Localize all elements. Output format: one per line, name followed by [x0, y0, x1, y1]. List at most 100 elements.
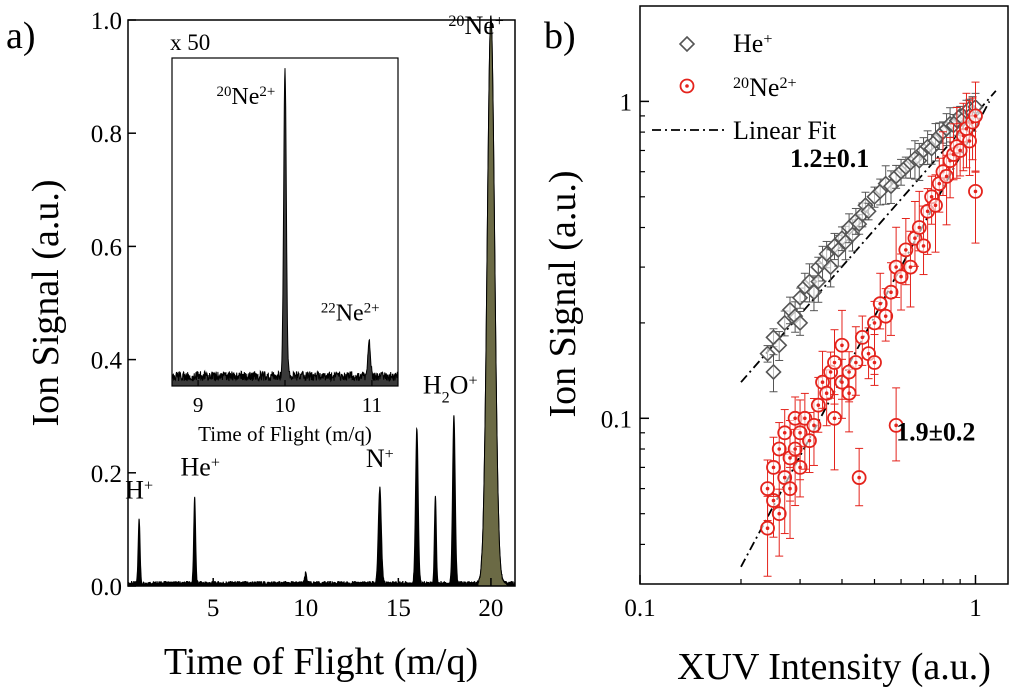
legend-label-he: He+: [733, 29, 772, 58]
data-point: [822, 258, 839, 276]
data-point-center: [894, 423, 898, 428]
panel-b-legend: He+ 20Ne2+ Linear Fit: [652, 29, 837, 145]
panel-a-label: a): [6, 15, 36, 57]
panel-b-plot-area: [740, 81, 997, 577]
data-point-center: [921, 244, 926, 248]
data-point-center: [812, 423, 816, 428]
data-point-center: [894, 265, 898, 269]
panel-b-x-axis-label: XUV Intensity (a.u.): [677, 646, 991, 688]
data-point-center: [765, 526, 770, 530]
panel-a-x-axis: 5 10 15 20: [207, 578, 503, 622]
data-point: [759, 345, 776, 362]
data-point-center: [937, 181, 942, 186]
y-tick-label: 1: [620, 89, 633, 116]
data-point-center: [933, 203, 938, 208]
data-point-center: [973, 114, 978, 118]
y-tick-label: 0.1: [601, 406, 632, 433]
x-tick-label: 0.1: [624, 595, 655, 622]
panel-a-frame: [127, 19, 516, 587]
legend-label-fit: Linear Fit: [733, 116, 837, 145]
x-tick-label: 1: [969, 595, 982, 622]
panel-a-y-axis-label: Ion Signal (a.u.): [25, 180, 67, 427]
linear-fit-line: [740, 90, 997, 383]
data-point-center: [904, 248, 908, 252]
panel-a-x-axis-label: Time of Flight (m/q): [164, 641, 478, 683]
panel-a-plot-area: [127, 15, 516, 587]
data-point: [851, 215, 868, 233]
data-point-center: [925, 209, 930, 214]
inset-plot-area: [171, 68, 399, 387]
data-point-center: [889, 290, 893, 294]
data-point-center: [964, 126, 969, 131]
data-point-center: [847, 370, 851, 374]
y-tick-label: 0.8: [91, 121, 122, 148]
data-point-center: [782, 430, 787, 435]
series-ne-2plus: [760, 81, 983, 577]
data-point: [771, 337, 788, 354]
x-tick-label: 5: [207, 595, 220, 622]
data-point-center: [777, 511, 782, 516]
data-point: [791, 314, 809, 332]
data-point-center: [820, 380, 825, 384]
y-tick-label: 0.2: [91, 461, 122, 488]
inset-peak-label: 22Ne2+: [321, 300, 380, 326]
y-tick-label: 0.0: [91, 574, 122, 601]
inset-x-axis-label: Time of Flight (m/q): [198, 422, 372, 446]
inset-x-tick-label: 10: [275, 393, 296, 417]
peak-label: N+: [366, 444, 394, 473]
x-tick-label: 20: [478, 595, 503, 622]
data-point-center: [878, 301, 883, 306]
legend-circle-center: [685, 84, 689, 88]
tof-spectrum-trace: [127, 15, 516, 587]
peak-label: 20Ne+: [448, 11, 504, 40]
panel-b: b) 0.1 1 0.11 XUV Intensity (a.u.) Ion Si…: [542, 5, 1009, 688]
data-point-center: [958, 148, 962, 153]
peak-label: H2O+: [423, 371, 478, 407]
x-tick-label: 10: [293, 595, 318, 622]
data-point: [776, 314, 793, 332]
data-point-center: [860, 335, 865, 340]
data-point-center: [788, 456, 792, 460]
data-point-center: [816, 403, 821, 407]
panel-b-y-axis: 0.11: [601, 89, 649, 546]
data-point-center: [765, 486, 770, 491]
data-point-center: [771, 465, 776, 470]
data-point-center: [872, 360, 877, 365]
peak-label: H+: [125, 475, 153, 504]
data-point: [830, 241, 847, 259]
data-point-center: [913, 236, 917, 241]
panel-b-annotations: 1.2±0.1 1.9±0.2: [790, 144, 975, 446]
data-point-center: [771, 498, 776, 503]
data-point: [860, 203, 877, 220]
series-he-plus: [759, 92, 984, 393]
data-point-center: [803, 416, 807, 421]
inset-peak-label: 20Ne2+: [217, 84, 276, 110]
inset: x 50 9 10 11 Time of Flight (m/q) 20Ne2+ 22…: [170, 30, 399, 446]
panel-a: a) 5 10 15 20 0.0 0.2 0.4 0.6 0.8 1.0 Time of Fl…: [6, 8, 516, 683]
inset-peak-labels: 20Ne2+ 22Ne2+: [217, 84, 380, 326]
data-point-center: [899, 274, 903, 279]
inset-x-tick-label: 9: [193, 393, 204, 417]
x-tick-label: 15: [386, 595, 411, 622]
data-point-center: [798, 430, 802, 435]
data-point-center: [828, 370, 833, 374]
panel-a-y-axis: 0.0 0.2 0.4 0.6 0.8 1.0: [91, 8, 136, 601]
inset-x-tick-label: 11: [362, 393, 382, 417]
data-point-center: [967, 139, 972, 143]
data-point-center: [872, 321, 877, 325]
data-point-center: [929, 194, 934, 199]
y-tick-label: 1.0: [91, 8, 122, 35]
data-point-center: [944, 174, 949, 179]
data-point-center: [866, 351, 871, 356]
data-point-center: [824, 391, 829, 396]
data-point-center: [777, 447, 782, 451]
inset-spectrum-trace: [171, 68, 399, 387]
panel-b-x-axis: 0.1 1: [624, 575, 982, 622]
panel-a-peak-labels: H+ He+ N+ H2O+ 20Ne+: [125, 11, 504, 504]
y-tick-label: 0.4: [91, 348, 123, 375]
panel-b-label: b): [544, 15, 576, 57]
data-point-center: [807, 438, 812, 443]
data-point-center: [782, 475, 787, 480]
panel-b-y-axis-label: Ion Signal (a.u.): [542, 171, 584, 418]
legend-diamond-marker: [678, 35, 696, 53]
